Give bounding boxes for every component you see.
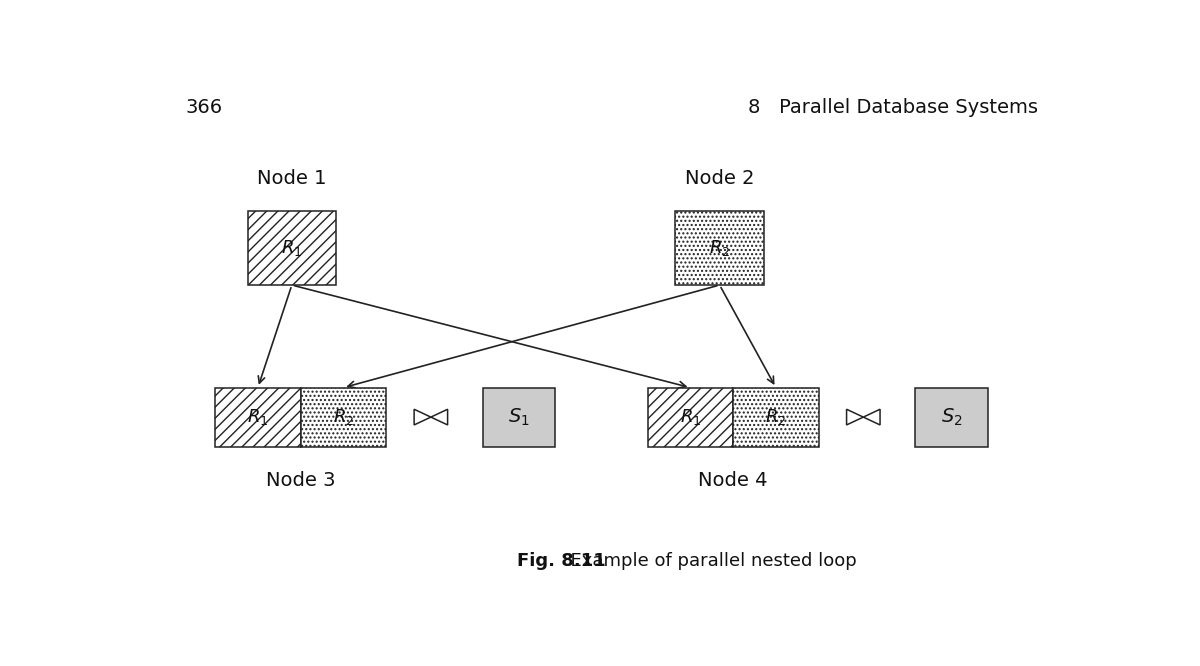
Text: $R_1$: $R_1$ <box>679 407 701 427</box>
Text: Node 1: Node 1 <box>257 168 326 188</box>
Polygon shape <box>863 409 880 425</box>
Text: $R_2$: $R_2$ <box>332 407 354 427</box>
Text: Node 3: Node 3 <box>266 472 336 490</box>
Text: 366: 366 <box>185 98 222 117</box>
Text: Example of parallel nested loop: Example of parallel nested loop <box>559 551 857 569</box>
Polygon shape <box>846 409 863 425</box>
Text: Fig. 8.11: Fig. 8.11 <box>517 551 606 569</box>
Text: Node 4: Node 4 <box>698 472 768 490</box>
Bar <box>247 210 336 285</box>
Text: $R_2$: $R_2$ <box>709 238 731 258</box>
Text: $R_1$: $R_1$ <box>281 238 302 258</box>
Bar <box>482 388 556 447</box>
Polygon shape <box>414 409 431 425</box>
Bar <box>676 210 763 285</box>
Polygon shape <box>431 409 448 425</box>
Bar <box>215 388 301 447</box>
Bar <box>648 388 733 447</box>
Bar <box>733 388 818 447</box>
Bar <box>301 388 386 447</box>
Text: 8   Parallel Database Systems: 8 Parallel Database Systems <box>748 98 1038 117</box>
Text: $S_1$: $S_1$ <box>509 406 530 428</box>
Text: $S_2$: $S_2$ <box>941 406 962 428</box>
Text: Node 2: Node 2 <box>685 168 755 188</box>
Text: $R_1$: $R_1$ <box>247 407 269 427</box>
Text: $R_2$: $R_2$ <box>766 407 786 427</box>
Bar <box>916 388 988 447</box>
